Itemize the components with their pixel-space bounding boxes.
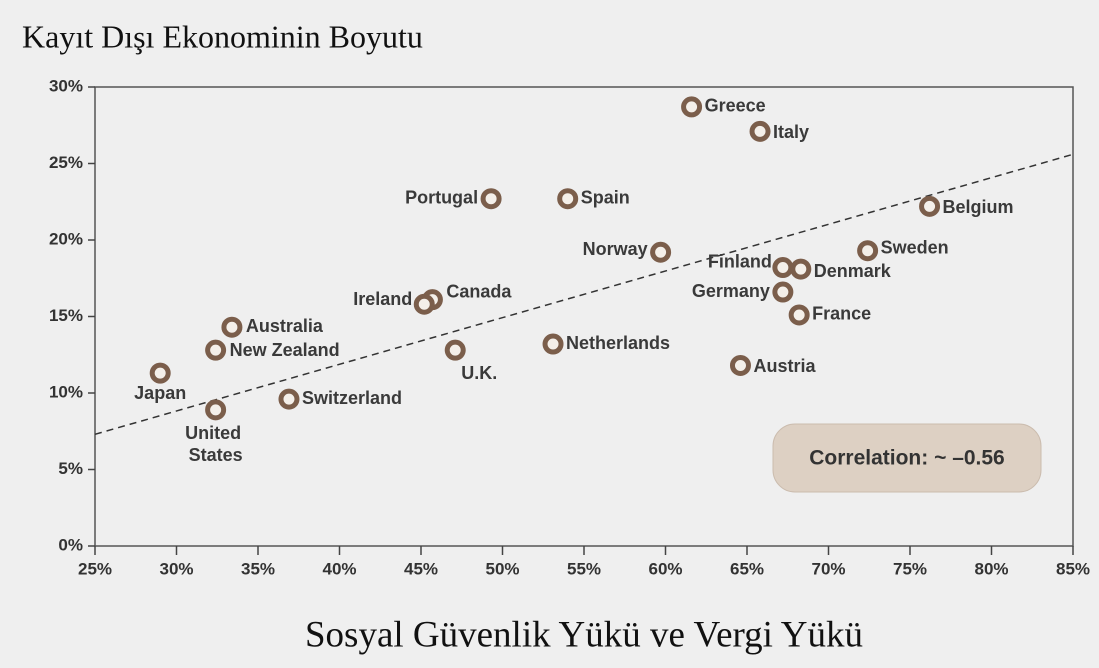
point-label: Greece xyxy=(705,96,766,116)
point xyxy=(681,96,703,118)
point xyxy=(557,188,579,210)
point-label: Belgium xyxy=(943,197,1014,217)
point xyxy=(857,240,879,262)
point xyxy=(772,281,794,303)
x-tick-label: 45% xyxy=(404,559,438,578)
point xyxy=(788,304,810,326)
trend-line xyxy=(94,153,1074,436)
x-tick-label: 35% xyxy=(241,559,275,578)
x-axis-label: Sosyal Güvenlik Yükü ve Vergi Yükü xyxy=(305,614,863,655)
point xyxy=(919,195,941,217)
point-label: Japan xyxy=(134,383,186,403)
point-label: Netherlands xyxy=(566,333,670,353)
y-tick-label: 30% xyxy=(49,76,83,95)
point xyxy=(278,388,300,410)
x-tick-label: 60% xyxy=(648,559,682,578)
point-label: Denmark xyxy=(814,261,892,281)
point-label: Switzerland xyxy=(302,388,402,408)
point-label: Norway xyxy=(583,239,648,259)
point xyxy=(444,339,466,361)
point xyxy=(480,188,502,210)
point xyxy=(542,333,564,355)
x-tick-label: 65% xyxy=(730,559,764,578)
point-label: Italy xyxy=(773,122,809,142)
point-label: Australia xyxy=(246,316,324,336)
annotation-box xyxy=(772,423,1042,493)
point-label: Germany xyxy=(692,281,770,301)
point xyxy=(149,362,171,384)
point-label: U.K. xyxy=(461,363,497,383)
x-tick-label: 55% xyxy=(567,559,601,578)
point xyxy=(205,339,227,361)
y-tick-label: 0% xyxy=(58,535,83,554)
point xyxy=(650,241,672,263)
point-label: Canada xyxy=(446,281,512,301)
chart-title: Kayıt Dışı Ekonominin Boyutu xyxy=(22,18,423,54)
x-tick-label: 30% xyxy=(159,559,193,578)
point xyxy=(729,354,751,376)
point xyxy=(790,258,812,280)
point-label: Finland xyxy=(708,251,772,271)
x-tick-label: 80% xyxy=(974,559,1008,578)
point-label: Spain xyxy=(581,187,630,207)
x-tick-label: 75% xyxy=(893,559,927,578)
x-tick-label: 85% xyxy=(1056,559,1090,578)
point xyxy=(221,316,243,338)
point-label: Ireland xyxy=(353,289,412,309)
point xyxy=(772,257,794,279)
y-tick-label: 25% xyxy=(49,153,83,172)
y-tick-label: 20% xyxy=(49,229,83,248)
x-tick-label: 50% xyxy=(485,559,519,578)
point-label: United States xyxy=(185,423,246,465)
x-tick-label: 70% xyxy=(811,559,845,578)
point xyxy=(413,293,435,315)
point xyxy=(749,120,771,142)
point-label: France xyxy=(812,304,871,324)
point xyxy=(205,399,227,421)
point-label: Portugal xyxy=(405,187,478,207)
point-label: New Zealand xyxy=(230,340,340,360)
x-tick-label: 25% xyxy=(78,559,112,578)
annotation: Correlation: ~ –0.56 xyxy=(809,447,1005,470)
x-tick-label: 40% xyxy=(322,559,356,578)
y-tick-label: 5% xyxy=(58,459,83,478)
point-label: Austria xyxy=(753,356,816,376)
y-tick-label: 15% xyxy=(49,306,83,325)
point-label: Sweden xyxy=(881,237,949,257)
y-tick-label: 10% xyxy=(49,382,83,401)
